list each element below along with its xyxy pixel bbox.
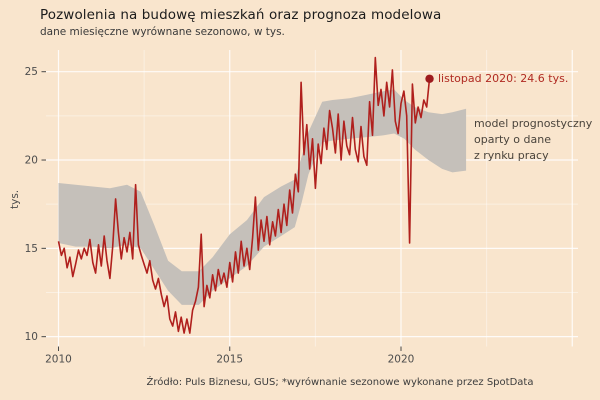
page-title: Pozwolenia na budowę mieszkań oraz progn…	[40, 7, 442, 23]
x-tick-label: 2015	[216, 354, 243, 366]
y-tick-label: 20	[25, 155, 38, 167]
last-point-dot	[425, 74, 434, 83]
x-tick-label: 2010	[45, 354, 72, 366]
y-axis-label: tys.	[9, 189, 21, 209]
last-point-annotation: listopad 2020: 24.6 tys.	[438, 72, 569, 85]
forecast-band	[58, 89, 467, 305]
y-tick-label: 10	[25, 331, 38, 343]
y-tick-label: 15	[25, 243, 38, 255]
permits-line	[57, 56, 431, 334]
y-tick-label: 25	[25, 66, 38, 78]
x-tick-label: 2020	[388, 354, 415, 366]
source-note: Źródło: Puls Biznesu, GUS; *wyrównanie s…	[146, 377, 534, 388]
model-band-annotation: model prognostyczny oparty o dane z rynk…	[474, 117, 593, 162]
chart-subtitle: dane miesięczne wyrównane sezonowo, w ty…	[40, 26, 285, 38]
